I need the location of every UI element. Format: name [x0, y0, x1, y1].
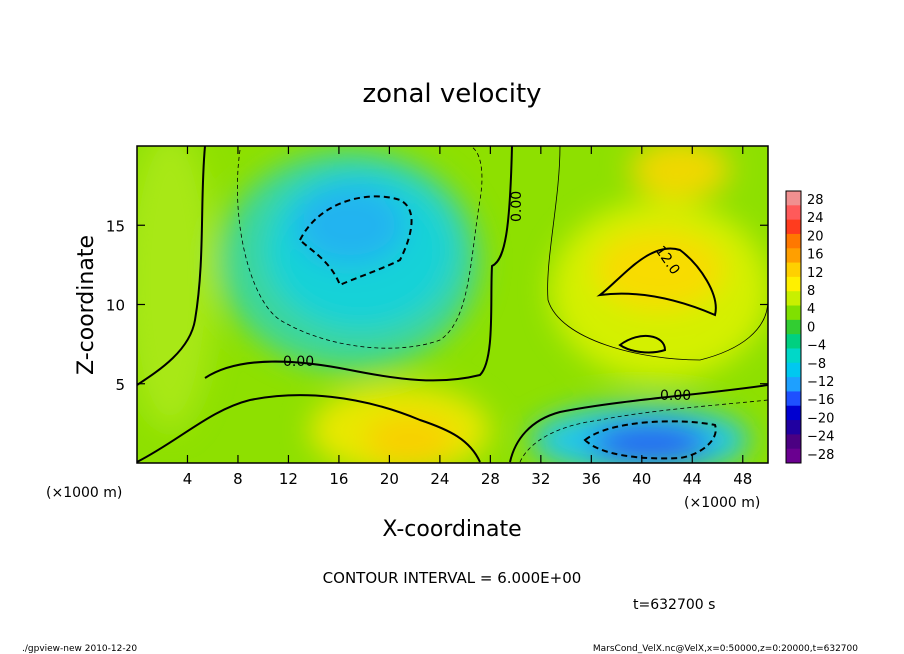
- colorbar-label: 0: [807, 320, 815, 335]
- colorbar-swatch: [786, 391, 801, 407]
- colorbar-label: 8: [807, 284, 815, 299]
- x-tick-label: 40: [632, 470, 651, 488]
- colorbar-swatch: [786, 434, 801, 450]
- colorbar-label: −16: [807, 393, 834, 408]
- contour-zero-bottom-left: [137, 394, 481, 463]
- x-tick-label: 36: [582, 470, 601, 488]
- colorbar-frame: [785, 190, 802, 464]
- x-tick-label: 4: [183, 470, 193, 488]
- field-center-core: [295, 185, 405, 265]
- colorbar-swatch: [786, 262, 801, 278]
- x-tick-label: 16: [329, 470, 348, 488]
- contour-zero-bottom-right: [509, 384, 768, 463]
- colorbar-swatch: [786, 348, 801, 364]
- colorbar-swatch: [786, 377, 801, 392]
- colorbar-swatch: [786, 248, 801, 264]
- contour-neg-dashed-bottom: [583, 420, 717, 460]
- x-tick-label: 44: [683, 470, 702, 488]
- colorbar-label: 4: [807, 302, 815, 317]
- contour-zero-middle: [204, 146, 513, 382]
- colorbar-label: 20: [807, 229, 824, 244]
- field-right-top: [630, 146, 730, 200]
- colorbar-swatch: [786, 362, 801, 378]
- colorbar-label: −20: [807, 411, 834, 426]
- x-tick-label: 48: [733, 470, 752, 488]
- y-tick-label: 10: [106, 297, 125, 315]
- field-right-yellow: [595, 230, 725, 310]
- x-tick-label: 12: [279, 470, 298, 488]
- colorbar-swatch: [786, 405, 801, 421]
- contour-twelve: [596, 247, 717, 317]
- x-tick-label: 28: [481, 470, 500, 488]
- x-tick-label: 8: [233, 470, 243, 488]
- colorbar-label: −12: [807, 375, 834, 390]
- x-ticks: 4 8 12 16 20 24 28 32 36 40 44 48: [183, 146, 752, 488]
- contour-thin-positive: [547, 146, 768, 361]
- y-tick-label: 15: [106, 217, 125, 235]
- colorbar-swatch: [786, 334, 801, 349]
- y-tick-label: 5: [115, 376, 125, 394]
- contour-label-2: 0.00: [509, 191, 525, 222]
- colorbar-swatch: [786, 191, 801, 206]
- colorbar-swatch: [786, 319, 801, 335]
- colorbar-swatch: [786, 205, 801, 221]
- x-tick-label: 24: [430, 470, 449, 488]
- contour-interval: CONTOUR INTERVAL = 6.000E+00: [323, 569, 582, 587]
- y-ticks: 5 10 15: [106, 217, 768, 394]
- colorbar-label: −24: [807, 430, 834, 445]
- colorbar: 28 24 20 16 12 8 4 0 −4 −8 −12 −16 −20 −24 −28: [785, 190, 834, 464]
- field-bottom-right-core: [590, 423, 710, 463]
- contour-label-4: 0.00: [660, 388, 691, 404]
- footer-right: MarsCond_VelX.nc@VelX,x=0:50000,z=0:2000…: [593, 644, 858, 654]
- chart-title: zonal velocity: [362, 79, 541, 109]
- y-axis-label: Z-coordinate: [74, 235, 99, 375]
- colorbar-swatch: [786, 448, 801, 464]
- colorbar-label: 28: [807, 193, 824, 208]
- colorbar-swatch: [786, 233, 801, 249]
- colorbar-swatch: [786, 291, 801, 307]
- colorbar-label: 16: [807, 248, 824, 263]
- colorbar-label: −4: [807, 339, 826, 354]
- time-label: t=632700 s: [633, 597, 715, 613]
- contour-labels: 0.00 0.00 12.0 0.00: [283, 191, 691, 404]
- field-left-column: [137, 146, 215, 430]
- contour-zero-vertical: [137, 146, 206, 386]
- colorbar-swatch: [786, 276, 801, 292]
- x-unit-label: (×1000 m): [46, 485, 122, 501]
- plot-area: 0.00 0.00 12.0 0.00: [137, 146, 768, 463]
- colorbar-swatch: [786, 420, 801, 435]
- colorbar-label: −28: [807, 448, 834, 463]
- y-unit-label: (×1000 m): [684, 495, 760, 511]
- contour-neg-dashed-top: [298, 195, 413, 287]
- footer-left: ./gpview-new 2010-12-20: [22, 644, 137, 654]
- contour-twelve-small: [618, 334, 667, 354]
- x-tick-label: 32: [531, 470, 550, 488]
- contour-thin-bottom: [519, 399, 768, 463]
- x-axis-label: X-coordinate: [382, 517, 521, 542]
- contour-label-1: 0.00: [283, 354, 314, 370]
- colorbar-swatch: [786, 219, 801, 235]
- contour-lines: [137, 146, 768, 463]
- colorbar-label: −8: [807, 357, 826, 372]
- x-tick-label: 20: [380, 470, 399, 488]
- velocity-field: [137, 146, 768, 463]
- colorbar-swatch: [786, 305, 801, 321]
- colorbar-label: 24: [807, 211, 824, 226]
- colorbar-label: 12: [807, 266, 824, 281]
- field-bottom-yellow: [365, 415, 455, 463]
